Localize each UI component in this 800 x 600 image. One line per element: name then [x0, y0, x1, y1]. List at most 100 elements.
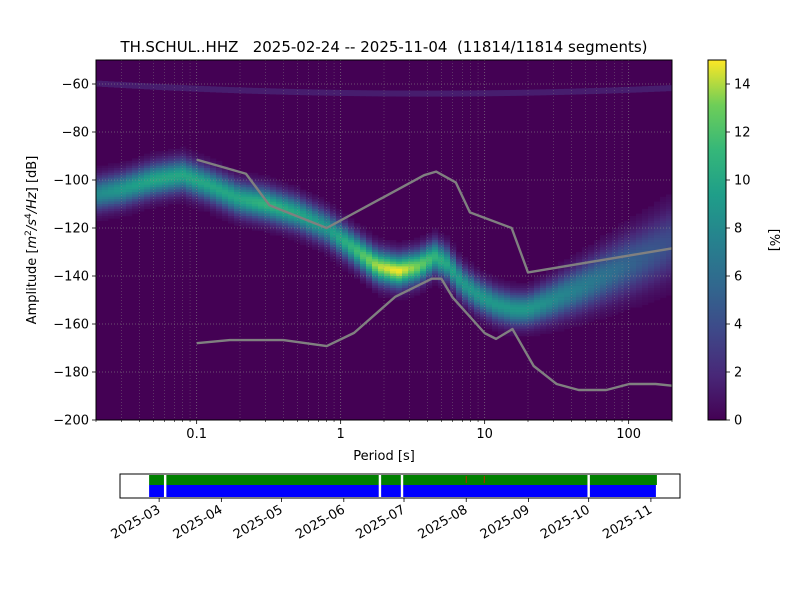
heatmap-cell	[228, 213, 235, 217]
heatmap-cell	[282, 232, 289, 236]
heatmap-cell	[342, 266, 349, 270]
heatmap-cell	[576, 297, 583, 301]
heatmap-cell	[324, 249, 331, 253]
heatmap-cell	[408, 254, 415, 258]
heatmap-cell	[312, 237, 319, 241]
heatmap-cell	[654, 256, 661, 260]
heatmap-cell	[486, 288, 493, 291]
heatmap-cell	[120, 192, 127, 195]
heatmap-cell	[540, 297, 547, 301]
heatmap-cell	[480, 316, 487, 320]
heatmap-cell	[420, 276, 427, 279]
heatmap-cell	[564, 326, 571, 330]
heatmap-cell	[210, 175, 217, 178]
heatmap-cell	[540, 278, 547, 282]
heatmap-cell	[246, 180, 253, 183]
heatmap-cell	[630, 240, 637, 243]
heatmap-cell	[324, 230, 331, 234]
heatmap-cell	[540, 326, 547, 330]
heatmap-cell	[552, 312, 559, 315]
heatmap-cell	[636, 244, 643, 248]
heatmap-cell	[438, 235, 445, 238]
heatmap-cell	[384, 280, 391, 284]
heatmap-cell	[120, 204, 127, 207]
heatmap-cell	[594, 87, 601, 94]
heatmap-cell	[408, 273, 415, 277]
heatmap-cell	[594, 247, 601, 250]
heatmap-cell	[444, 273, 451, 277]
heatmap-cell	[660, 285, 667, 289]
heatmap-cell	[174, 180, 181, 183]
heatmap-cell	[588, 297, 595, 301]
heatmap-cell	[480, 292, 487, 296]
heatmap-cell	[240, 196, 247, 200]
colorbar-tick-label: 14	[734, 78, 751, 93]
heatmap-cell	[468, 276, 475, 279]
heatmap-cell	[132, 170, 139, 174]
heatmap-cell	[408, 259, 415, 262]
heatmap-cell	[258, 187, 265, 190]
heatmap-cell	[384, 290, 391, 294]
heatmap-cell	[408, 249, 415, 253]
heatmap-cell	[444, 240, 451, 243]
heatmap-cell	[432, 240, 439, 243]
heatmap-cell	[402, 295, 409, 298]
timeline-gap	[378, 475, 382, 497]
heatmap-cell	[636, 220, 643, 224]
heatmap-cell	[660, 228, 667, 231]
heatmap-cell	[258, 206, 265, 210]
heatmap-cell	[618, 232, 625, 236]
heatmap-cell	[648, 240, 655, 243]
heatmap-cell	[624, 249, 631, 253]
heatmap-cell	[96, 206, 103, 210]
heatmap-cell	[486, 319, 493, 322]
heatmap-cell	[594, 288, 601, 291]
heatmap-cell	[198, 153, 205, 157]
heatmap-cell	[624, 288, 631, 291]
heatmap-cell	[612, 283, 619, 286]
heatmap-cell	[414, 259, 421, 262]
heatmap-cell	[192, 192, 199, 195]
heatmap-cell	[426, 264, 433, 267]
heatmap-cell	[630, 295, 637, 298]
heatmap-cell	[354, 271, 361, 274]
heatmap-cell	[156, 172, 163, 176]
heatmap-cell	[240, 184, 247, 188]
heatmap-cell	[498, 304, 505, 308]
heatmap-cell	[246, 187, 253, 190]
heatmap-cell	[456, 259, 463, 262]
heatmap-cell	[186, 172, 193, 176]
heatmap-cell	[570, 268, 577, 272]
heatmap-cell	[144, 182, 151, 186]
heatmap-cell	[636, 254, 643, 258]
heatmap-cell	[402, 273, 409, 277]
heatmap-cell	[228, 87, 235, 94]
heatmap-cell	[528, 326, 535, 330]
heatmap-cell	[534, 331, 541, 334]
heatmap-cell	[444, 244, 451, 248]
heatmap-cell	[306, 89, 313, 96]
heatmap-cell	[486, 273, 493, 277]
heatmap-cell	[426, 240, 433, 243]
heatmap-cell	[198, 204, 205, 207]
heatmap-cell	[576, 290, 583, 294]
heatmap-cell	[414, 264, 421, 267]
heatmap-cell	[450, 259, 457, 262]
heatmap-cell	[294, 235, 301, 238]
heatmap-cell	[486, 295, 493, 298]
heatmap-cell	[120, 170, 127, 174]
heatmap-cell	[444, 268, 451, 272]
heatmap-cell	[390, 256, 397, 260]
heatmap-cell	[468, 283, 475, 286]
heatmap-cell	[102, 184, 109, 188]
heatmap-cell	[462, 256, 469, 260]
heatmap-cell	[396, 256, 403, 260]
heatmap-cell	[378, 295, 385, 298]
heatmap-cell	[372, 259, 379, 262]
heatmap-cell	[300, 213, 307, 217]
colorbar	[707, 59, 727, 421]
heatmap-cell	[138, 201, 145, 205]
heatmap-cell	[306, 230, 313, 234]
heatmap-cell	[552, 324, 559, 327]
heatmap-cell	[192, 206, 199, 210]
